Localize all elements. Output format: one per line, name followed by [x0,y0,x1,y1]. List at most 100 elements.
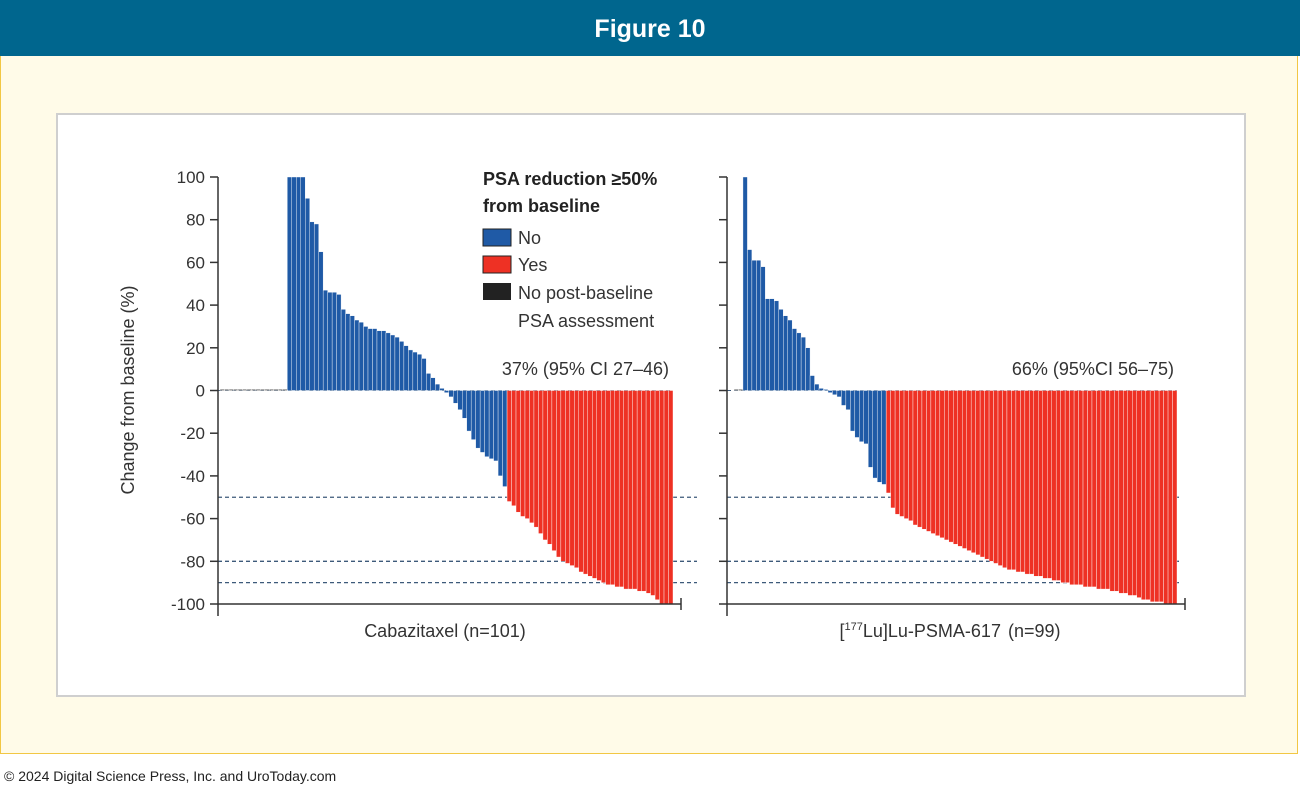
bar-yes-1-75 [556,390,562,558]
y-tick-label-6: -20 [180,424,205,443]
bar-no-1-59 [484,390,490,457]
bar-yes-1-94 [641,390,647,592]
y-tick-label-10: -100 [171,595,205,614]
bar-yes-2-86 [1118,390,1124,594]
y-tick-label-8: -60 [180,510,205,529]
bar-yes-2-57 [988,390,994,562]
bar-no-2-4 [751,260,757,391]
bar-yes-2-82 [1100,390,1106,590]
bar-no-1-33 [367,328,373,391]
bar-no-1-31 [358,321,364,391]
bar-no_post_baseline-1-0 [219,389,225,391]
legend: PSA reduction ≥50% from baseline No Yes … [482,169,657,331]
bar-yes-1-84 [596,390,602,581]
bar-yes-2-45 [935,390,941,536]
bar-no-1-53 [457,390,463,410]
bar-yes-1-90 [623,390,629,590]
bar-no_post_baseline-1-14 [282,389,288,391]
bar-no-1-30 [354,319,360,391]
bar-yes-2-53 [970,390,976,553]
bar-yes-2-66 [1029,390,1034,575]
bar-yes-2-68 [1038,390,1043,577]
bar-no-1-44 [417,354,423,391]
bar-yes-2-38 [903,390,909,519]
bar-yes-2-50 [957,390,963,547]
legend-label-no-assessment: No post-baseline [518,283,653,303]
bar-no-2-12 [787,319,793,391]
bar-yes-2-56 [984,390,990,560]
bar-yes-1-89 [618,390,624,588]
bar-no-1-18 [300,176,306,391]
bar-no-2-17 [809,375,815,391]
bar-yes-1-74 [551,390,557,551]
bar-no-1-52 [453,390,458,404]
bar-yes-2-65 [1024,390,1030,575]
bar-no-2-13 [791,328,797,391]
bar-no-2-10 [778,309,784,391]
bar-yes-2-90 [1136,390,1142,598]
bar-no-2-6 [760,266,766,391]
bar-no-1-36 [381,330,387,391]
bar-yes-1-99 [663,390,669,605]
bar-yes-2-39 [908,390,914,521]
bar-no_post_baseline-1-3 [233,389,239,391]
bar-no-2-16 [805,347,811,391]
bar-no-2-7 [765,298,770,391]
bar-no-1-39 [394,336,400,391]
bar-yes-2-37 [899,390,905,517]
bar-no-1-55 [466,390,472,432]
bar-no_post_baseline-1-13 [278,389,283,391]
bar-yes-1-88 [614,390,620,588]
bar-yes-2-73 [1060,390,1066,583]
bar-yes-2-48 [948,390,954,543]
bar-no-2-11 [783,315,788,391]
bar-yes-2-91 [1140,390,1146,600]
bar-yes-1-81 [583,390,588,575]
bar-yes-2-58 [993,390,999,564]
bar-yes-2-43 [926,390,932,532]
bar-yes-1-83 [592,390,597,579]
x-axis-label-cabazitaxel: Cabazitaxel (n=101) [364,621,526,641]
bar-no-2-5 [756,260,762,391]
bar-no-1-49 [439,388,445,391]
legend-title-line1: PSA reduction ≥50% [483,169,657,189]
bar-yes-2-40 [912,390,918,526]
legend-title-line2: from baseline [483,196,600,216]
y-tick-label-3: 40 [186,296,205,315]
bar-no-2-26 [850,390,856,432]
bar-yes-1-97 [654,390,660,600]
bar-yes-2-55 [979,390,985,558]
bar-yes-1-70 [533,390,539,528]
bar-no-2-28 [859,390,864,442]
bar-no-2-15 [800,336,806,391]
bar-no_post_baseline-2-1 [738,389,744,391]
y-tick-label-9: -80 [180,552,205,571]
bar-no_post_baseline-1-6 [246,389,252,391]
x-label-isotope: Lu]Lu-PSMA-617 [863,621,1001,641]
bar-no-1-45 [421,358,427,391]
y-tick-label-4: 20 [186,339,205,358]
bar-no-1-43 [412,351,418,391]
bar-no-1-38 [390,334,396,391]
bar-yes-2-64 [1020,390,1026,573]
bar-yes-2-72 [1055,390,1061,581]
bar-yes-1-69 [529,390,535,524]
bar-yes-2-80 [1091,390,1097,588]
bar-yes-2-75 [1069,390,1075,585]
legend-label-yes: Yes [518,255,547,275]
bar-yes-2-41 [917,390,923,528]
bar-yes-2-78 [1082,390,1088,588]
bar-yes-2-83 [1105,390,1111,590]
bar-no-1-41 [403,345,409,391]
bar-yes-2-79 [1087,390,1093,588]
x-label-count: (n=99) [1008,621,1061,641]
bar-no-2-25 [845,390,851,410]
bar-no-1-17 [296,176,301,391]
bar-yes-2-93 [1149,390,1155,603]
bar-yes-2-97 [1167,390,1173,605]
bar-no-1-29 [349,315,355,391]
x-label-bracket: [ [840,621,845,641]
bar-yes-1-85 [601,390,606,583]
bar-no-2-14 [796,332,802,391]
bar-no-1-15 [287,176,292,391]
